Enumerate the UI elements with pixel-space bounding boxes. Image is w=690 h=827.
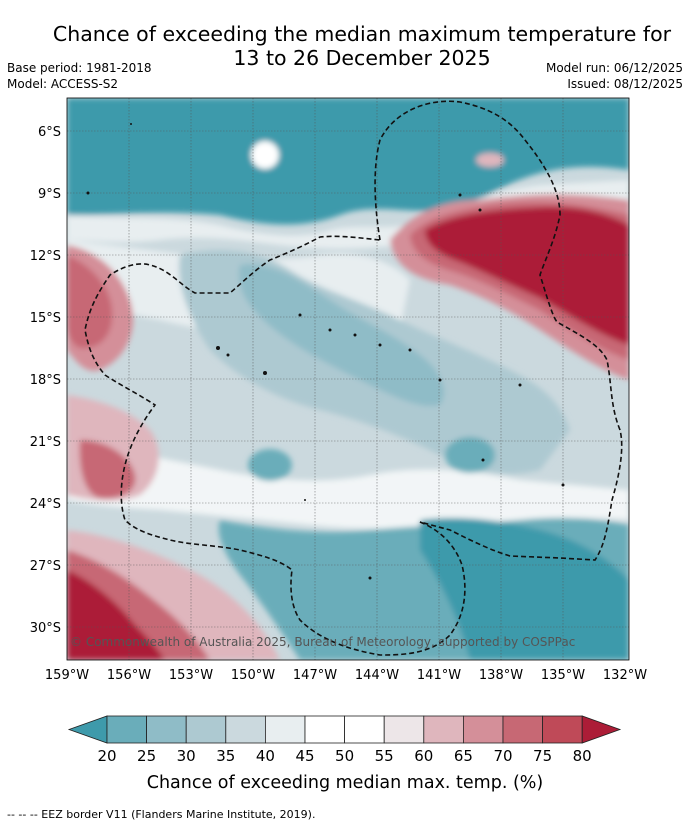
colorbar-tick: 60: [414, 747, 433, 765]
colorbar-segment: [502, 715, 543, 744]
issued-date: Issued: 08/12/2025: [567, 77, 683, 91]
field-spot-3: [251, 141, 279, 169]
colorbar-tick: 80: [573, 747, 592, 765]
lat-label: 21°S: [30, 435, 61, 450]
field-swcorner-core: [67, 570, 165, 660]
base-period: Base period: 1981-2018: [7, 61, 152, 75]
field-spot-2: [445, 437, 495, 473]
lon-label: 138°W: [479, 668, 523, 683]
colorbar-segment: [542, 715, 583, 744]
field-south-white: [67, 440, 629, 529]
lat-label: 6°S: [38, 125, 61, 140]
probability-field: [67, 98, 629, 660]
lon-label: 141°W: [417, 668, 461, 683]
colorbar-segment: [304, 715, 345, 744]
colorbar-tick: 50: [335, 747, 354, 765]
meta-left: Base period: 1981-2018 Model: ACCESS-S2: [7, 60, 152, 92]
colorbar-tick: 55: [375, 747, 394, 765]
lon-labels: 159°W 156°W 153°W 150°W 147°W 144°W 141°…: [45, 668, 647, 683]
eez-french-polynesia: [374, 100, 623, 561]
model-name: Model: ACCESS-S2: [7, 77, 119, 91]
colorbar-tick: 35: [216, 747, 235, 765]
colorbar-high-arrow: [581, 715, 622, 744]
colorbar-title: Chance of exceeding median max. temp. (%…: [147, 773, 544, 793]
lon-label: 135°W: [541, 668, 585, 683]
eez-borders: [84, 100, 623, 656]
lon-label: 159°W: [45, 668, 89, 683]
map-panel: © Commonwealth of Australia 2025, Bureau…: [67, 98, 629, 660]
colorbar-segment: [462, 715, 504, 744]
field-spot-4: [476, 153, 504, 167]
field-south-teal-dark: [420, 518, 629, 660]
colorbar-segment: [383, 715, 425, 744]
field-west-red-inner: [67, 255, 113, 349]
lat-label: 30°S: [30, 621, 61, 636]
lon-label: 147°W: [293, 668, 337, 683]
lon-label: 144°W: [355, 668, 399, 683]
colorbar-tick: 25: [137, 747, 156, 765]
lat-label: 18°S: [30, 373, 61, 388]
lat-label: 27°S: [30, 559, 61, 574]
colorbar-tick: 65: [454, 747, 473, 765]
model-run: Model run: 06/12/2025: [545, 61, 683, 75]
lon-label: 150°W: [231, 668, 275, 683]
colorbar-segment: [344, 715, 385, 744]
colorbar-tick: 40: [256, 747, 275, 765]
map-title: Chance of exceeding the median maximum t…: [0, 22, 690, 70]
field-east-red-core: [425, 207, 629, 345]
colorbar-tick: 30: [177, 747, 196, 765]
title-line-1: Chance of exceeding the median maximum t…: [52, 22, 672, 46]
colorbar-segment: [423, 715, 464, 744]
copyright-note: © Commonwealth of Australia 2025, Bureau…: [70, 635, 575, 649]
colorbar-segment: [264, 715, 306, 744]
colorbar-segment: [146, 715, 187, 744]
meta-right: Model run: 06/12/2025 Issued: 08/12/2025: [546, 60, 683, 92]
lat-label: 15°S: [30, 311, 61, 326]
lon-label: 132°W: [603, 668, 647, 683]
islands: [86, 123, 565, 580]
lat-label: 24°S: [30, 497, 61, 512]
lat-label: 9°S: [38, 187, 61, 202]
colorbar-tick: 70: [493, 747, 512, 765]
lon-label: 156°W: [107, 668, 151, 683]
colorbar-tick: 45: [295, 747, 314, 765]
field-spot-1: [248, 449, 292, 481]
colorbar-segment: [185, 715, 227, 744]
colorbar-tick: 75: [533, 747, 552, 765]
lat-label: 12°S: [30, 249, 61, 264]
lat-labels: 6°S 9°S 12°S 15°S 18°S 21°S 24°S 27°S 30…: [30, 125, 61, 636]
colorbar-tick: 20: [97, 747, 116, 765]
colorbar-segment: [225, 715, 266, 744]
map-frame: [66, 97, 630, 661]
lon-label: 153°W: [169, 668, 213, 683]
title-line-2: 13 to 26 December 2025: [233, 46, 491, 70]
colorbar: 20 25 30 35 40 45 50 55 60 65 70 75 80 C…: [67, 715, 622, 793]
eez-cook-islands: [84, 235, 466, 656]
gridlines: [67, 98, 629, 660]
colorbar-low-arrow: [67, 715, 108, 744]
map-figure: © Commonwealth of Australia 2025, Bureau…: [30, 97, 647, 793]
eez-footnote: -- -- -- EEZ border V11 (Flanders Marine…: [7, 808, 316, 821]
field-north-light: [67, 180, 629, 249]
colorbar-segment: [106, 715, 147, 744]
field-central-teal-light: [239, 264, 444, 406]
